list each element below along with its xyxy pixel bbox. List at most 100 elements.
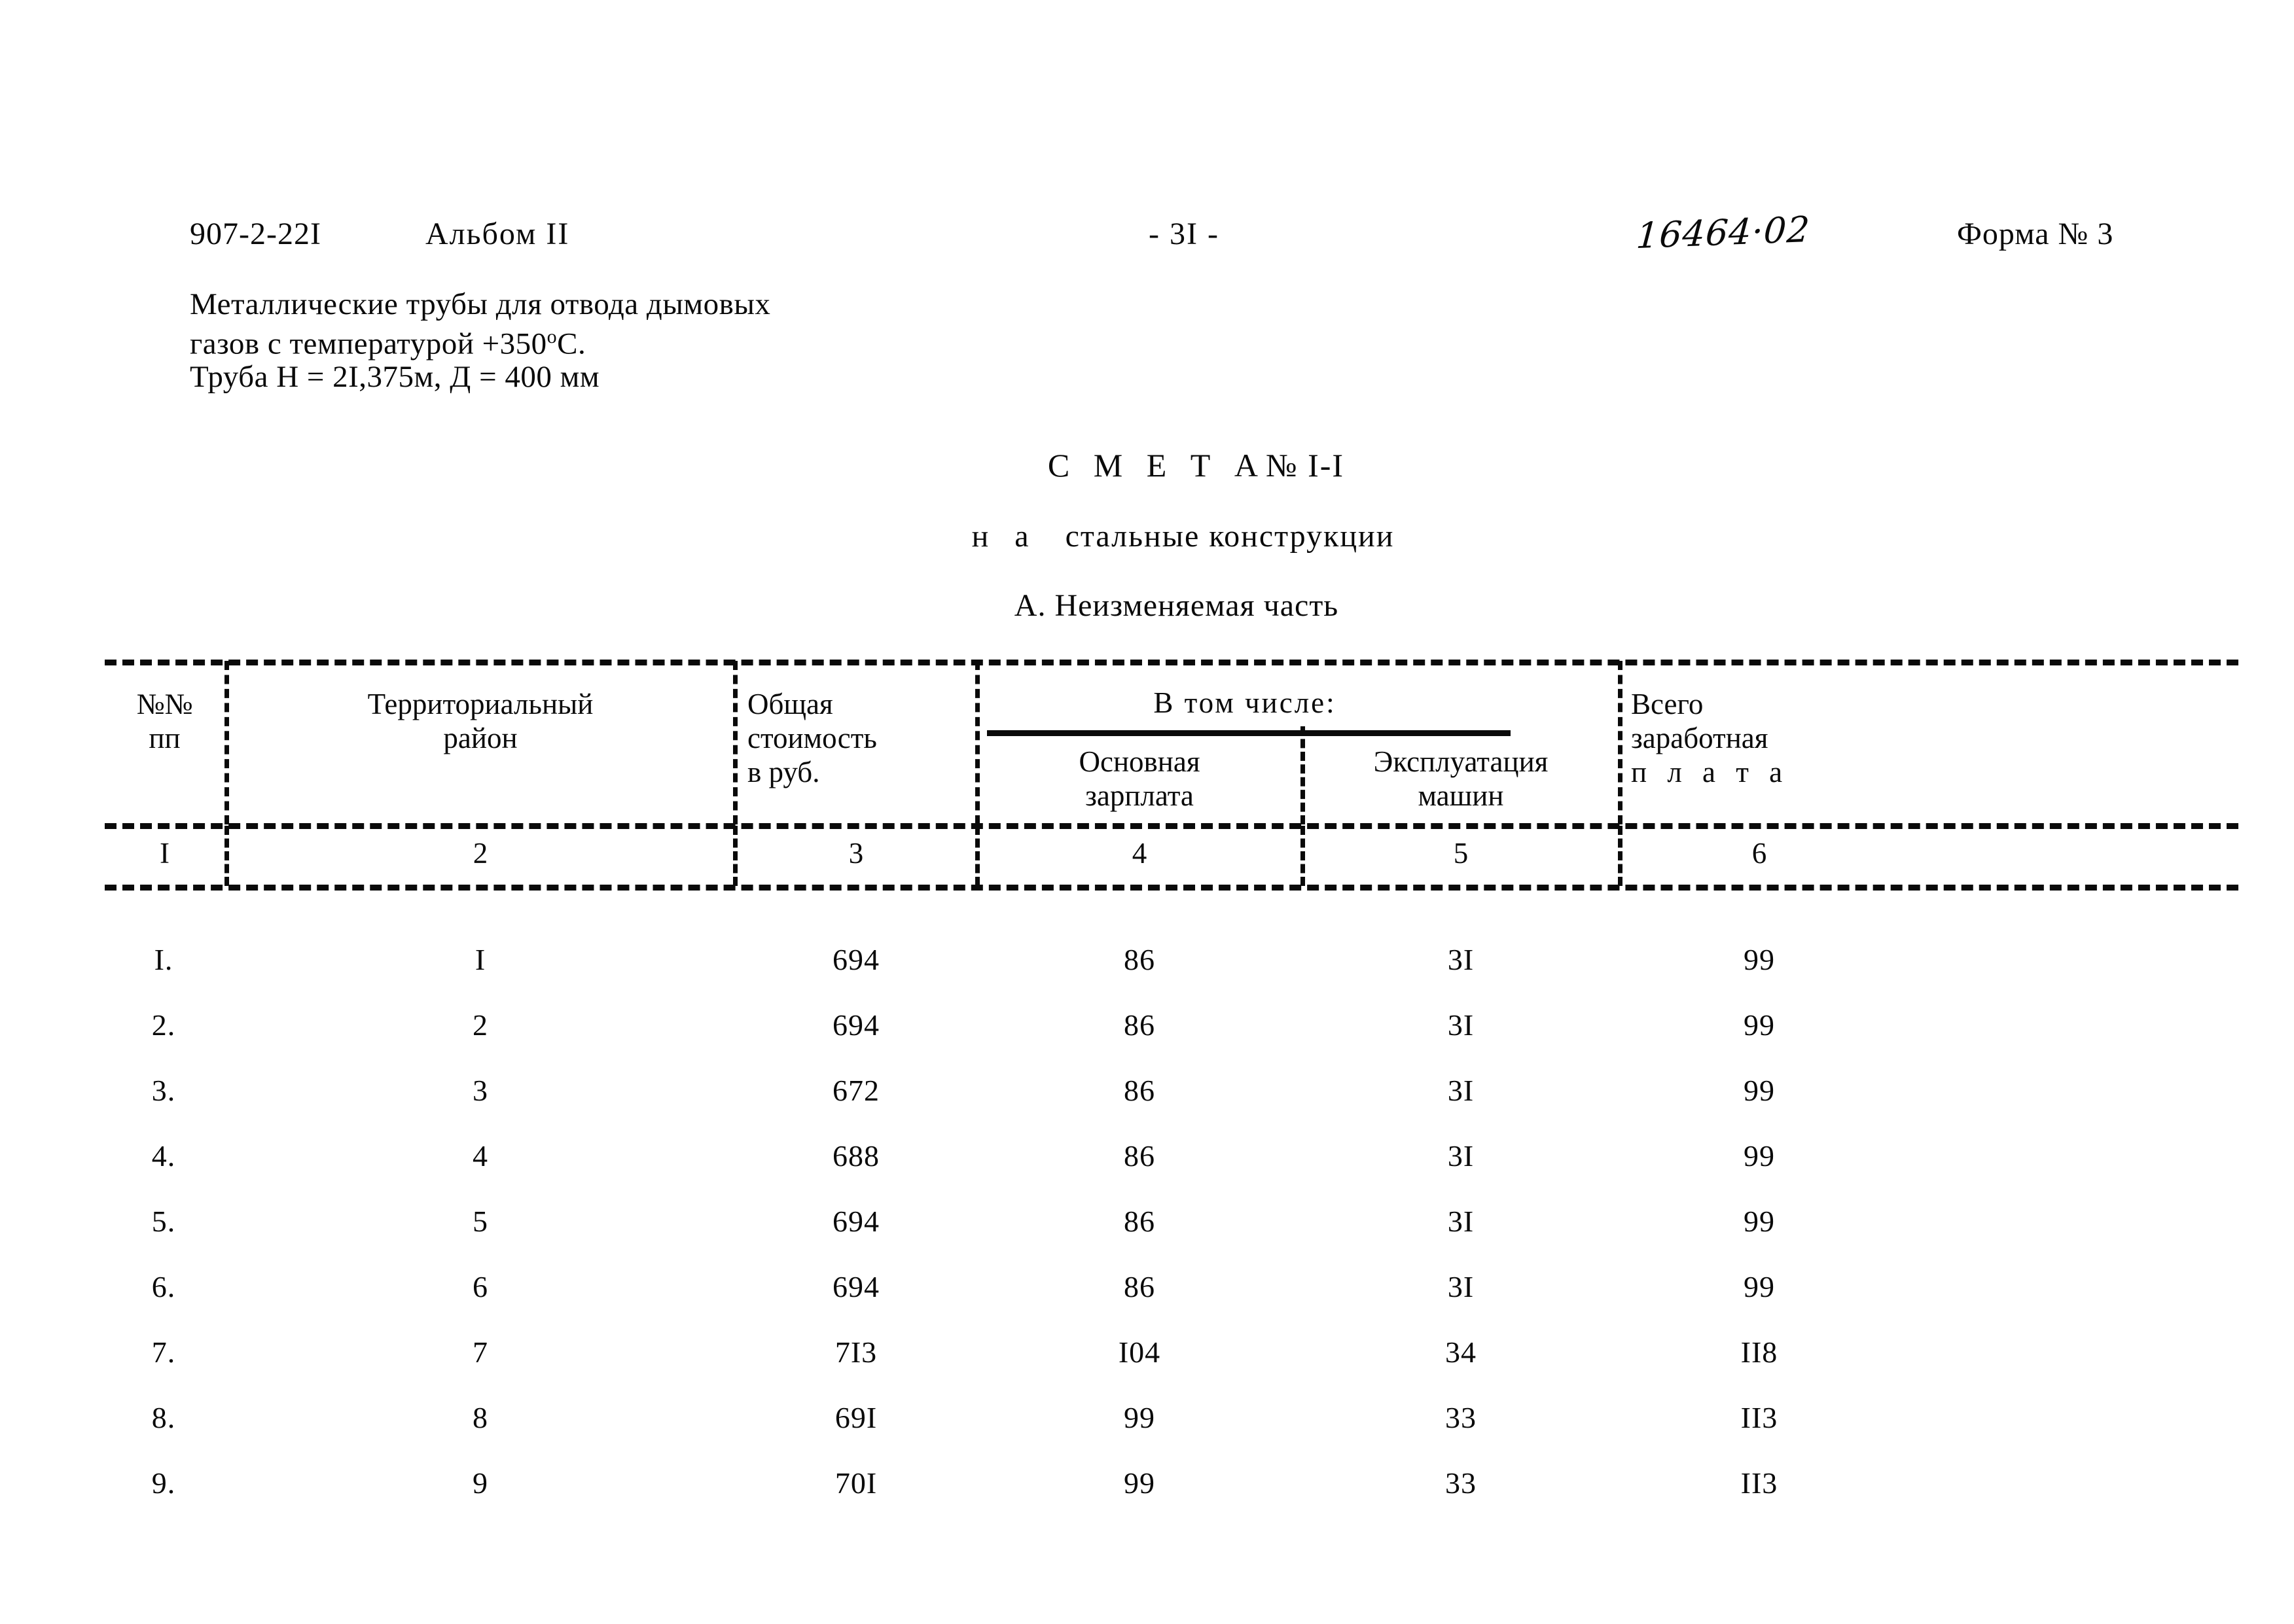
cell-row-number: I.	[154, 943, 173, 976]
column-number-5: 5	[1453, 837, 1469, 870]
numrow-separator-1	[224, 826, 229, 886]
cell-region: 2	[473, 1008, 488, 1042]
project-code: 907-2-22I	[190, 217, 321, 251]
cell-region: 4	[473, 1139, 488, 1173]
header-sum-line2: заработная	[1631, 722, 1768, 754]
table-row: 2. 2 694 86 3I 99	[105, 1008, 2238, 1068]
column-separator-3	[975, 661, 980, 824]
header-region-line1: Территориальный	[367, 688, 594, 720]
subject-line-1: Металлические трубы для отвода дымовых	[190, 287, 771, 321]
numrow-separator-4	[1618, 826, 1622, 886]
cell-total-cost: 694	[833, 1270, 880, 1303]
header-cell-basic-wage: Основная зарплата	[979, 745, 1300, 813]
album-label: Альбом II	[425, 217, 570, 251]
cell-machine-operation: 33	[1445, 1466, 1477, 1500]
cell-machine-operation: 3I	[1447, 1139, 1475, 1173]
header-sum-line3: п л а т а	[1631, 756, 1789, 788]
header-group-including: В том числе:	[1153, 686, 1336, 719]
table-row: 7. 7 7I3 I04 34 II8	[105, 1335, 2238, 1395]
cell-machine-operation: 3I	[1447, 1205, 1475, 1238]
column-separator-1	[224, 661, 229, 824]
estimate-table: №№ пп Территориальный район Общая стоимо…	[105, 654, 2238, 1531]
subject-line-2-suffix: С.	[557, 327, 586, 361]
cell-basic-wage: 99	[1124, 1401, 1155, 1434]
cell-region: 7	[473, 1335, 488, 1369]
cell-row-number: 2.	[151, 1008, 176, 1042]
column-separator-5	[1300, 726, 1305, 824]
page-title: С М Е Т А№ I-I	[0, 446, 2294, 484]
cell-basic-wage: 86	[1124, 1139, 1155, 1173]
cell-total-cost: 7I3	[834, 1335, 878, 1369]
cell-total-wage: 99	[1744, 1139, 1775, 1173]
header-total-line3: в руб.	[747, 756, 820, 788]
cell-region: 6	[473, 1270, 488, 1303]
column-number-6: 6	[1751, 837, 1767, 870]
subject-line-2-text: газов с температурой +350	[190, 327, 547, 361]
document-header-row: 907-2-22I Альбом II - 3I - 16464·02 Форм…	[0, 209, 2294, 262]
numrow-separator-5	[1300, 826, 1305, 886]
cell-total-wage: 99	[1744, 1205, 1775, 1238]
header-sum-line1: Всего	[1631, 688, 1704, 720]
table-row: 9. 9 70I 99 33 II3	[105, 1466, 2238, 1526]
cell-basic-wage: 86	[1124, 1270, 1155, 1303]
cell-machine-operation: 3I	[1447, 1074, 1475, 1107]
header-number-line1: №№	[136, 688, 193, 720]
cell-row-number: 9.	[151, 1466, 176, 1500]
cell-total-cost: 688	[833, 1139, 880, 1173]
page-subtitle-prefix: н а	[971, 519, 1038, 554]
header-number-line2: пп	[149, 722, 181, 754]
cell-total-cost: 672	[833, 1074, 880, 1107]
column-number-1: I	[160, 837, 170, 870]
header-total-line1: Общая	[747, 688, 833, 720]
table-row: 8. 8 69I 99 33 II3	[105, 1400, 2238, 1460]
table-row: 4. 4 688 86 3I 99	[105, 1139, 2238, 1199]
column-number-4: 4	[1132, 837, 1147, 870]
subject-line-3: Труба Н = 2I,375м, Д = 400 мм	[190, 359, 600, 394]
cell-region: I	[475, 943, 486, 976]
cell-region: 5	[473, 1205, 488, 1238]
degree-superscript: о	[547, 326, 558, 347]
handwritten-note: 16464·02	[1634, 208, 1812, 257]
header-cell-total-wage: Всего заработная п л а т а	[1622, 687, 1949, 789]
cell-basic-wage: 86	[1124, 1205, 1155, 1238]
subject-line-2: газов с температурой +350оС.	[190, 321, 770, 361]
cell-total-wage: 99	[1744, 1074, 1775, 1107]
header-cell-total-cost: Общая стоимость в руб.	[737, 687, 975, 789]
cell-machine-operation: 3I	[1447, 943, 1475, 976]
cell-machine-operation: 3I	[1447, 1008, 1475, 1042]
numrow-separator-2	[733, 826, 738, 886]
page-title-text: С М Е Т А	[1047, 447, 1266, 484]
column-separator-4	[1618, 661, 1622, 824]
header-total-line2: стоимость	[747, 722, 877, 754]
page-part-heading: А. Неизменяемая часть	[1014, 588, 1339, 623]
cell-region: 9	[473, 1466, 488, 1500]
cell-basic-wage: 86	[1124, 943, 1155, 976]
cell-total-wage: 99	[1744, 943, 1775, 976]
cell-total-cost: 694	[833, 1205, 880, 1238]
cell-row-number: 3.	[151, 1074, 176, 1107]
table-numbers-divider	[105, 885, 2238, 891]
column-number-2: 2	[473, 837, 488, 870]
page-subtitle: н а стальные конструкции	[0, 518, 2294, 554]
table-row: I. I 694 86 3I 99	[105, 942, 2238, 1002]
table-top-border	[105, 660, 2238, 665]
group-header-rule	[987, 730, 1511, 736]
cell-row-number: 7.	[151, 1335, 176, 1369]
cell-total-cost: 69I	[834, 1401, 878, 1434]
cell-row-number: 5.	[151, 1205, 176, 1238]
header-cell-machine-operation: Эксплуатация машин	[1305, 745, 1617, 813]
page-number: - 3I -	[1149, 217, 1219, 251]
cell-region: 8	[473, 1401, 488, 1434]
column-separator-2	[733, 661, 738, 824]
cell-machine-operation: 34	[1445, 1335, 1477, 1369]
form-label: Форма № 3	[1957, 217, 2114, 251]
numrow-separator-3	[975, 826, 980, 886]
cell-basic-wage: 99	[1124, 1466, 1155, 1500]
cell-basic-wage: 86	[1124, 1074, 1155, 1107]
cell-basic-wage: I04	[1118, 1335, 1161, 1369]
header-machines-line2: машин	[1418, 779, 1504, 812]
table-row: 3. 3 672 86 3I 99	[105, 1073, 2238, 1133]
page-title-number: № I-I	[1265, 447, 1345, 484]
header-wage-line1: Основная	[1079, 745, 1200, 778]
